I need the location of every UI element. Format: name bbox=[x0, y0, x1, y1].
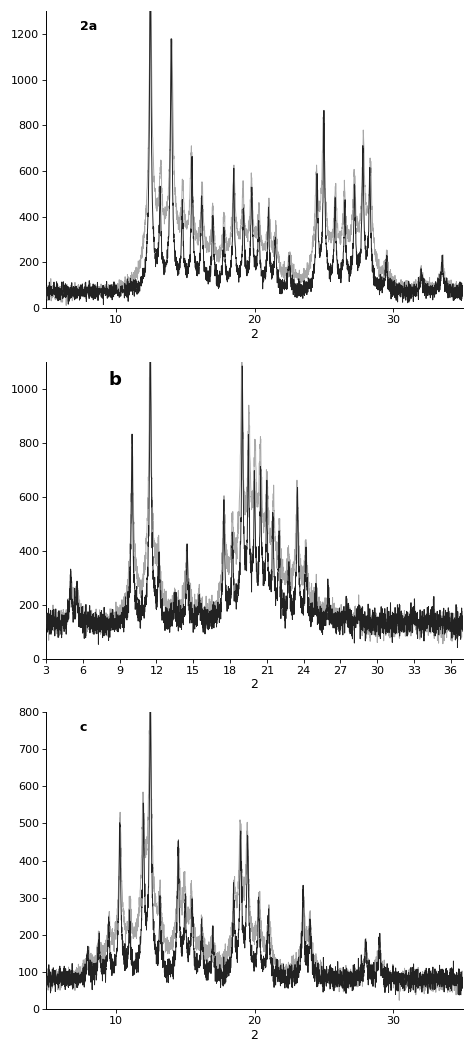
X-axis label: 2: 2 bbox=[251, 327, 258, 341]
Text: 2a: 2a bbox=[80, 20, 97, 33]
X-axis label: 2: 2 bbox=[251, 678, 258, 692]
X-axis label: 2: 2 bbox=[251, 1029, 258, 1041]
Text: b: b bbox=[109, 371, 121, 389]
Text: c: c bbox=[80, 721, 87, 734]
